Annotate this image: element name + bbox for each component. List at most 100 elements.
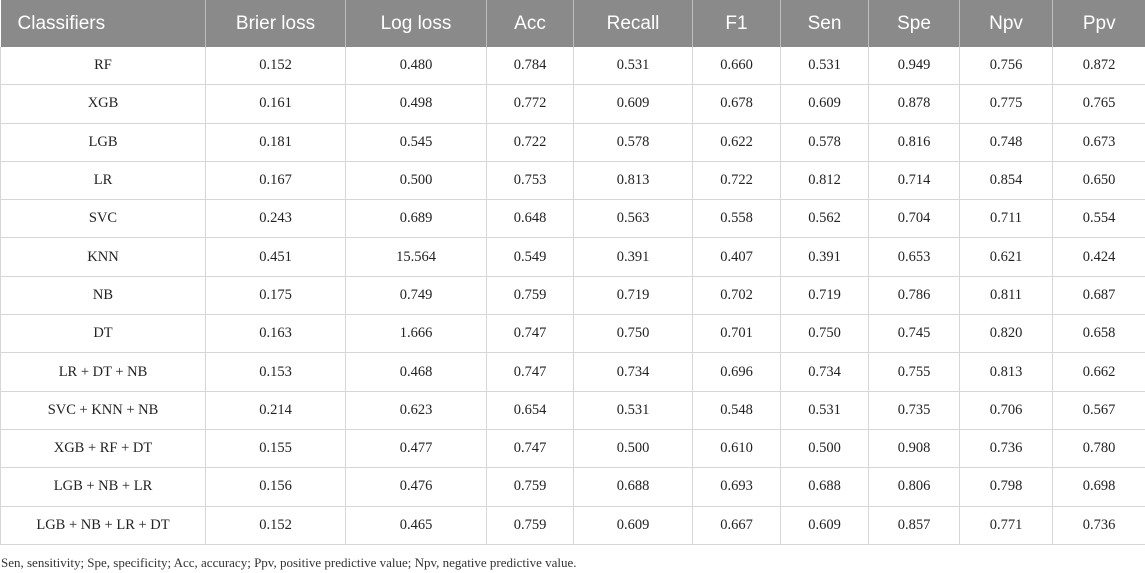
cell-classifier: RF [0, 47, 206, 86]
cell-acc: 0.722 [486, 123, 574, 162]
cell-sen: 0.734 [780, 352, 869, 392]
cell-brier-loss: 0.153 [205, 352, 346, 392]
header-brier-loss: Brier loss [205, 0, 346, 47]
cell-brier-loss: 0.152 [205, 47, 346, 86]
cell-log-loss: 0.623 [345, 391, 487, 430]
table-row: LR 0.167 0.500 0.753 0.813 0.722 0.812 0.714 0.8… [0, 161, 1145, 201]
cell-npv: 0.756 [959, 47, 1053, 86]
cell-sen: 0.500 [780, 429, 869, 469]
cell-classifier: NB [0, 276, 206, 316]
cell-recall: 0.563 [573, 199, 693, 239]
cell-ppv: 0.673 [1052, 123, 1145, 162]
cell-sen: 0.531 [780, 47, 869, 86]
cell-recall: 0.813 [573, 161, 693, 201]
cell-recall: 0.750 [573, 314, 693, 354]
cell-ppv: 0.662 [1052, 352, 1145, 392]
cell-npv: 0.748 [959, 123, 1053, 162]
table-row: XGB + RF + DT 0.155 0.477 0.747 0.500 0.610 0.… [0, 429, 1145, 469]
cell-classifier: LGB + NB + LR + DT [0, 506, 206, 545]
cell-ppv: 0.567 [1052, 391, 1145, 430]
header-recall: Recall [573, 0, 693, 47]
cell-brier-loss: 0.152 [205, 506, 346, 545]
cell-acc: 0.772 [486, 84, 574, 124]
table-row: NB 0.175 0.749 0.759 0.719 0.702 0.719 0.786 0.8… [0, 276, 1145, 316]
cell-recall: 0.578 [573, 123, 693, 162]
header-spe: Spe [868, 0, 960, 47]
cell-sen: 0.578 [780, 123, 869, 162]
cell-f1: 0.696 [692, 352, 781, 392]
cell-f1: 0.678 [692, 84, 781, 124]
cell-log-loss: 0.749 [345, 276, 487, 316]
cell-f1: 0.701 [692, 314, 781, 354]
cell-spe: 0.714 [868, 161, 960, 201]
cell-brier-loss: 0.155 [205, 429, 346, 469]
cell-recall: 0.609 [573, 84, 693, 124]
cell-spe: 0.786 [868, 276, 960, 316]
cell-sen: 0.719 [780, 276, 869, 316]
cell-f1: 0.622 [692, 123, 781, 162]
cell-sen: 0.562 [780, 199, 869, 239]
cell-npv: 0.706 [959, 391, 1053, 430]
cell-log-loss: 0.545 [345, 123, 487, 162]
cell-npv: 0.798 [959, 467, 1053, 507]
cell-classifier: XGB [0, 84, 206, 124]
cell-acc: 0.747 [486, 314, 574, 354]
cell-acc: 0.759 [486, 506, 574, 545]
cell-npv: 0.854 [959, 161, 1053, 201]
cell-acc: 0.648 [486, 199, 574, 239]
cell-npv: 0.711 [959, 199, 1053, 239]
cell-f1: 0.558 [692, 199, 781, 239]
cell-spe: 0.745 [868, 314, 960, 354]
cell-ppv: 0.765 [1052, 84, 1145, 124]
cell-spe: 0.816 [868, 123, 960, 162]
cell-recall: 0.531 [573, 391, 693, 430]
table-row: KNN 0.451 15.564 0.549 0.391 0.407 0.391 0.653 0… [0, 237, 1145, 277]
cell-npv: 0.820 [959, 314, 1053, 354]
cell-spe: 0.908 [868, 429, 960, 469]
cell-npv: 0.775 [959, 84, 1053, 124]
cell-recall: 0.719 [573, 276, 693, 316]
table-row: SVC + KNN + NB 0.214 0.623 0.654 0.531 0.548 0… [0, 391, 1145, 430]
cell-npv: 0.771 [959, 506, 1053, 545]
cell-classifier: LR + DT + NB [0, 352, 206, 392]
cell-npv: 0.621 [959, 237, 1053, 277]
header-log-loss: Log loss [345, 0, 487, 47]
header-sen: Sen [780, 0, 869, 47]
cell-ppv: 0.650 [1052, 161, 1145, 201]
cell-acc: 0.747 [486, 429, 574, 469]
cell-log-loss: 0.465 [345, 506, 487, 545]
cell-recall: 0.688 [573, 467, 693, 507]
table-container: Classifiers Brier loss Log loss Acc Reca… [0, 0, 1145, 545]
cell-recall: 0.500 [573, 429, 693, 469]
header-npv: Npv [959, 0, 1053, 47]
cell-sen: 0.750 [780, 314, 869, 354]
table-row: LGB + NB + LR + DT 0.152 0.465 0.759 0.609 0.… [0, 506, 1145, 545]
cell-brier-loss: 0.156 [205, 467, 346, 507]
table-body: RF 0.152 0.480 0.784 0.531 0.660 0.531 0.949 0.7… [0, 47, 1145, 545]
cell-acc: 0.759 [486, 276, 574, 316]
cell-brier-loss: 0.167 [205, 161, 346, 201]
cell-ppv: 0.736 [1052, 506, 1145, 545]
cell-ppv: 0.698 [1052, 467, 1145, 507]
cell-acc: 0.747 [486, 352, 574, 392]
header-row: Classifiers Brier loss Log loss Acc Reca… [0, 0, 1145, 47]
cell-brier-loss: 0.451 [205, 237, 346, 277]
cell-log-loss: 0.476 [345, 467, 487, 507]
cell-ppv: 0.424 [1052, 237, 1145, 277]
header-classifiers: Classifiers [0, 0, 206, 47]
cell-f1: 0.407 [692, 237, 781, 277]
cell-recall: 0.391 [573, 237, 693, 277]
table-footnote: Sen, sensitivity; Spe, specificity; Acc,… [1, 555, 577, 570]
table-row: LGB 0.181 0.545 0.722 0.578 0.622 0.578 0.816 0.… [0, 123, 1145, 162]
cell-log-loss: 0.689 [345, 199, 487, 239]
cell-sen: 0.609 [780, 506, 869, 545]
cell-log-loss: 0.468 [345, 352, 487, 392]
table-row: LGB + NB + LR 0.156 0.476 0.759 0.688 0.693 0.… [0, 467, 1145, 507]
table-row: LR + DT + NB 0.153 0.468 0.747 0.734 0.696 0.7… [0, 352, 1145, 392]
cell-acc: 0.784 [486, 47, 574, 86]
cell-f1: 0.660 [692, 47, 781, 86]
cell-brier-loss: 0.243 [205, 199, 346, 239]
cell-log-loss: 15.564 [345, 237, 487, 277]
cell-ppv: 0.554 [1052, 199, 1145, 239]
cell-brier-loss: 0.214 [205, 391, 346, 430]
